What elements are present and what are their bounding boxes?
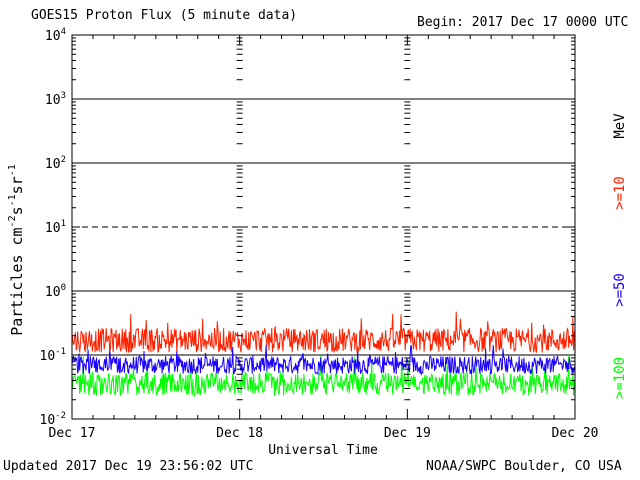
minor-ticks [236, 37, 411, 420]
x-tick-label: Dec 19 [384, 426, 431, 441]
x-tick-label: Dec 20 [552, 426, 599, 441]
svg-text:Particles cm-2s-1sr-1: Particles cm-2s-1sr-1 [7, 164, 26, 336]
y-tick-label: 104 [45, 27, 66, 44]
begin-time-label: Begin: 2017 Dec 17 0000 UTC [417, 15, 629, 30]
y-tick-label: 101 [45, 219, 66, 236]
reference-lines [72, 98, 575, 356]
x-tick-label: Dec 18 [216, 426, 263, 441]
y-axis-label-main: Particles cm [8, 227, 26, 335]
series-line [71, 311, 576, 353]
series-line [71, 355, 576, 398]
y-tick-label: 102 [45, 155, 66, 172]
legend-ge100: >=100 [612, 357, 628, 399]
legend-ge10: >=10 [612, 176, 628, 210]
x-tick-label: Dec 17 [49, 426, 96, 441]
flux-series [71, 311, 576, 398]
y-tick-label: 103 [45, 91, 66, 108]
y-axis-label-exp2: -1 [7, 194, 18, 206]
x-axis-label: Universal Time [268, 443, 378, 458]
updated-timestamp: Updated 2017 Dec 19 23:56:02 UTC [3, 459, 254, 474]
x-axis-ticks: Dec 17 Dec 18 Dec 19 Dec 20 [49, 35, 599, 441]
y-tick-label: 100 [45, 283, 66, 300]
series-line [71, 344, 576, 377]
y-axis-label-sr: sr [8, 176, 26, 194]
source-credit: NOAA/SWPC Boulder, CO USA [426, 459, 622, 474]
chart-title: GOES15 Proton Flux (5 minute data) [31, 8, 298, 23]
y-tick-label: 10-1 [40, 347, 67, 364]
y-axis-label: Particles cm-2s-1sr-1 [7, 164, 26, 336]
legend-ge50: >=50 [612, 273, 628, 307]
y-tick-label: 10-2 [40, 411, 67, 428]
unit-label: MeV [612, 113, 628, 139]
y-axis-label-exp3: -1 [7, 164, 18, 176]
y-axis-ticks: 10-2 10-1 100 101 102 103 104 [40, 27, 575, 428]
y-axis-label-exp1: -2 [7, 215, 18, 227]
y-axis-label-s: s [8, 206, 26, 215]
